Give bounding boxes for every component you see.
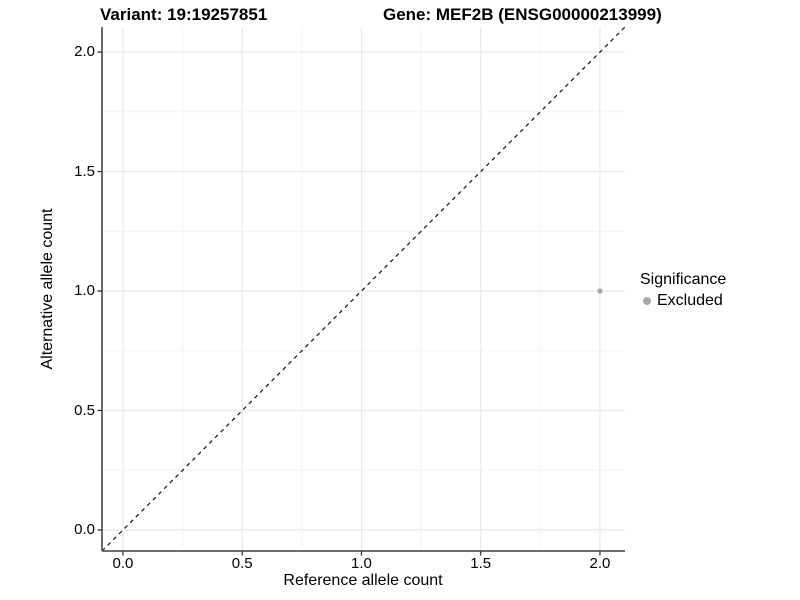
gene-title: Gene: MEF2B (ENSG00000213999) <box>383 5 662 24</box>
y-axis-title: Alternative allele count <box>39 208 56 370</box>
y-tick-label: 1.0 <box>74 282 95 300</box>
x-tick-label: 2.0 <box>589 555 611 572</box>
x-tick-label: 1.0 <box>351 555 372 572</box>
y-tick-label: 2.0 <box>74 43 95 61</box>
y-tick-label: 0.5 <box>74 401 95 419</box>
x-tick-label: 0.0 <box>112 555 134 572</box>
legend-title: Significance <box>640 271 727 288</box>
y-tick-label: 0.0 <box>74 520 95 538</box>
legend: Significance Excluded <box>640 270 726 310</box>
x-tick-label: 0.5 <box>231 555 253 572</box>
data-point <box>597 288 603 294</box>
identity-line <box>101 26 626 552</box>
legend-item-excluded: Excluded <box>640 292 726 310</box>
x-tick-label: 1.5 <box>470 555 492 572</box>
legend-point-icon <box>643 297 651 305</box>
variant-title: Variant: 19:19257851 <box>100 5 268 24</box>
y-tick-label: 1.5 <box>74 162 95 180</box>
legend-item-label: Excluded <box>657 292 723 309</box>
x-axis-title: Reference allele count <box>283 572 443 589</box>
